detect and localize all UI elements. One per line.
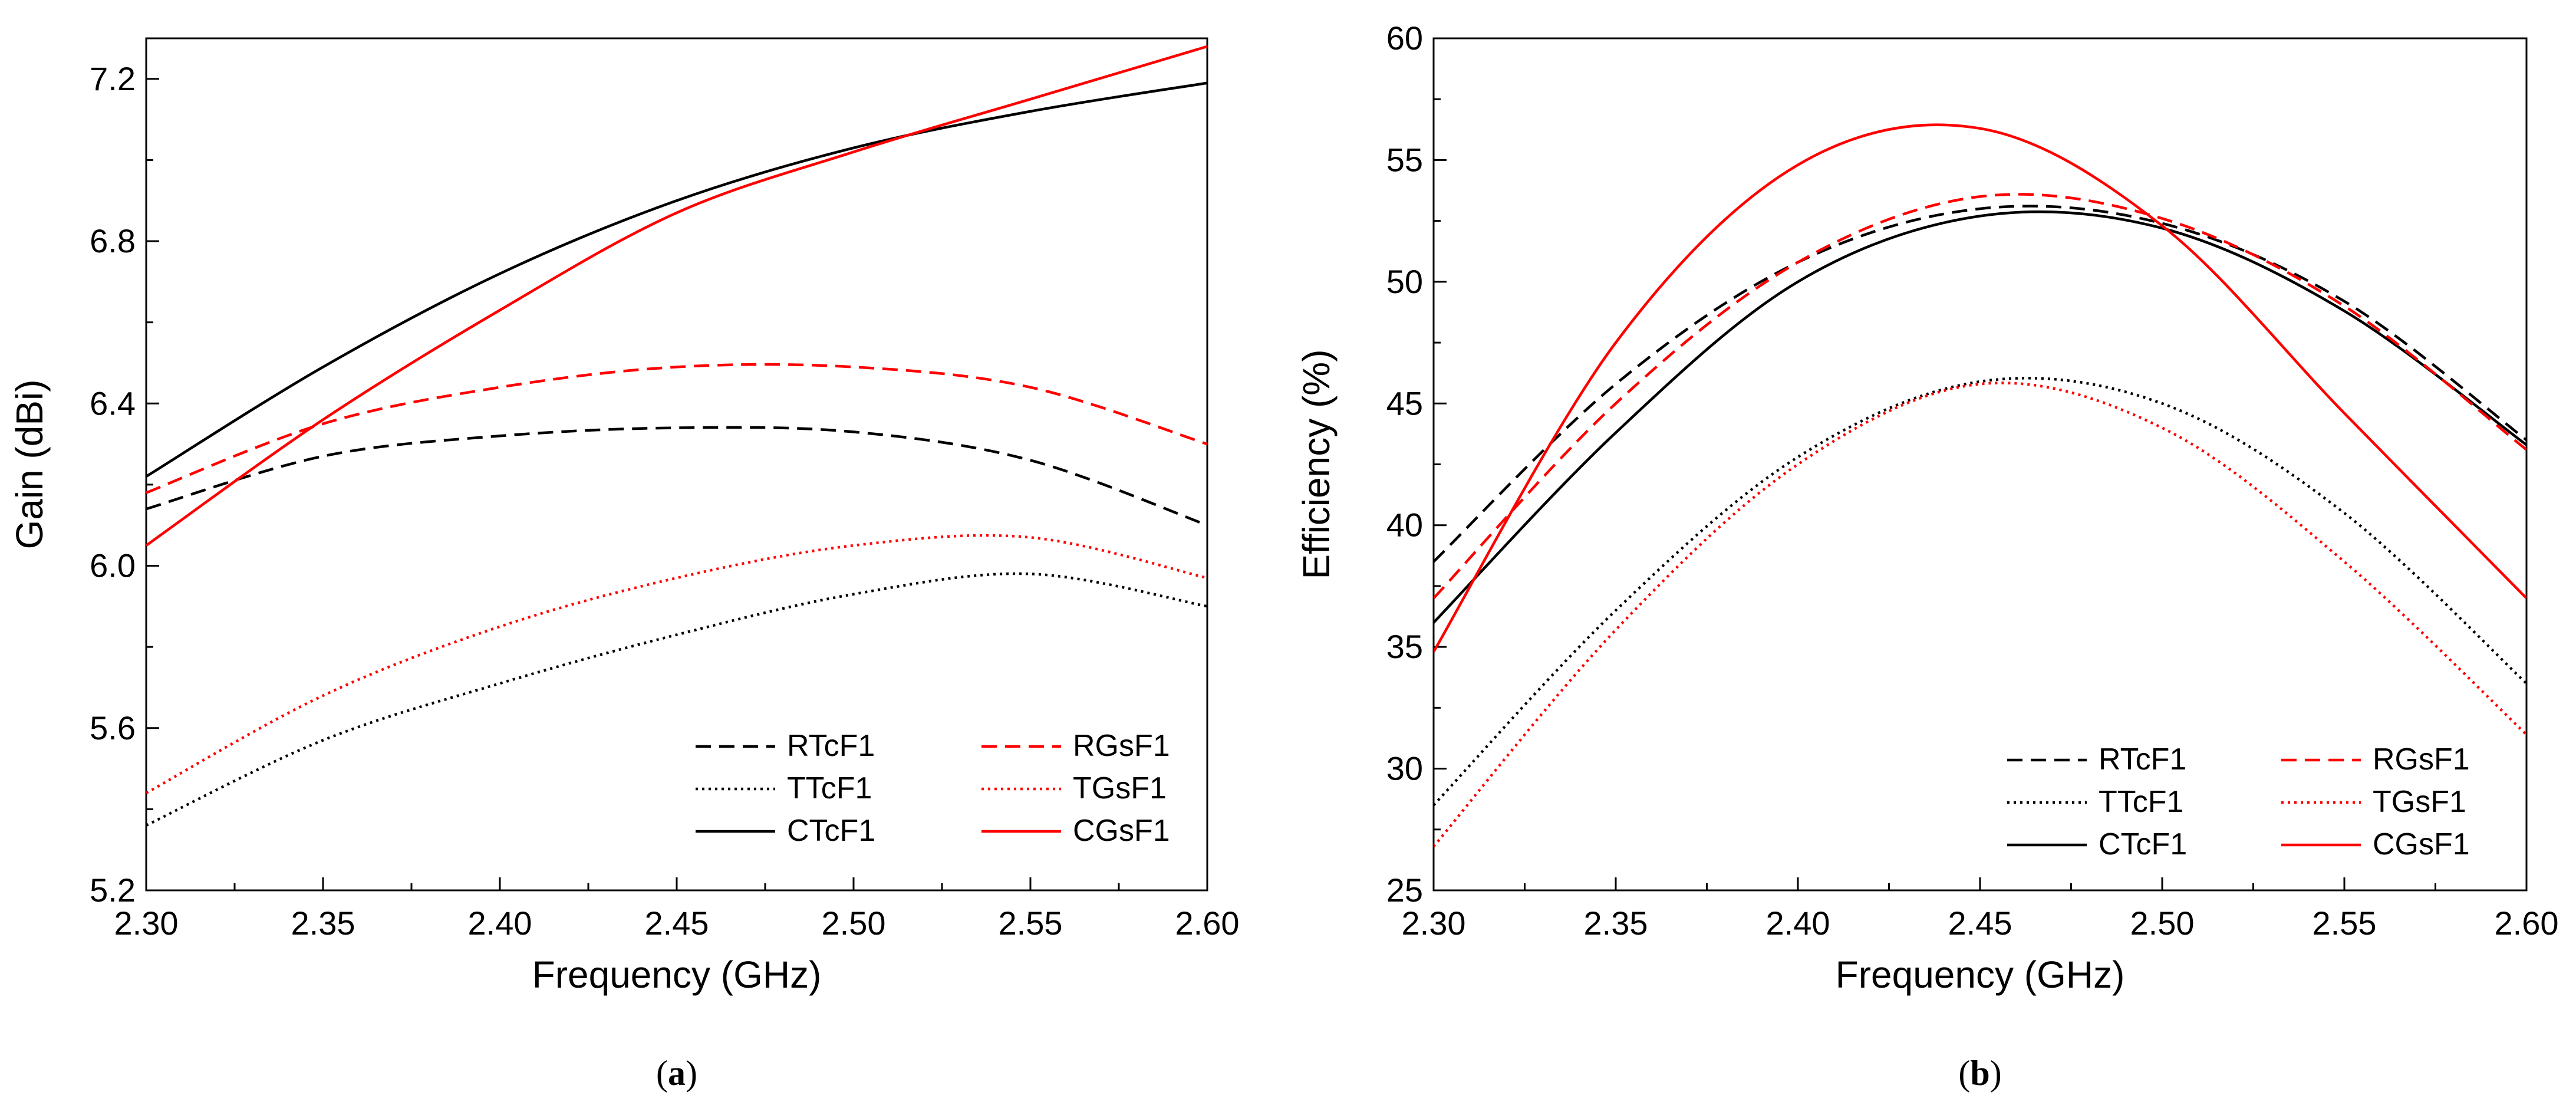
series-line-rgsf1	[146, 363, 1207, 494]
series-curves	[146, 45, 1207, 827]
x-tick-label: 2.45	[1948, 905, 2012, 942]
legend-label: RTcF1	[787, 729, 875, 763]
y-tick-label: 25	[1386, 871, 1423, 909]
series-line-tgsf1	[146, 534, 1207, 794]
x-tick-label: 2.55	[2313, 905, 2377, 942]
legend: RTcF1 TTcF1 CTcF1 RGsF1 TGsF1 CGsF1	[2007, 742, 2470, 861]
legend-label: RTcF1	[2099, 742, 2186, 777]
y-axis-title: Efficiency (%)	[1295, 349, 1338, 579]
y-tick-label: 5.6	[90, 709, 136, 746]
panel-caption: (a)	[656, 1054, 697, 1093]
x-tick-label: 2.40	[1766, 905, 1830, 942]
series-line-cgsf1	[146, 45, 1207, 547]
y-tick-label: 50	[1386, 263, 1423, 300]
legend-label: CGsF1	[1073, 814, 1170, 848]
legend-label: TTcF1	[2099, 785, 2183, 819]
x-tick-label: 2.35	[1584, 905, 1648, 942]
x-tick-label: 2.60	[1175, 905, 1240, 942]
y-tick-label: 45	[1386, 384, 1423, 422]
series-line-ttcf1	[146, 572, 1207, 827]
x-tick-label: 2.30	[1402, 905, 1466, 942]
series-line-ttcf1	[1434, 377, 2526, 807]
y-tick-label: 55	[1386, 141, 1423, 178]
legend-label: TTcF1	[787, 771, 872, 805]
panel-caption: (b)	[1958, 1054, 2001, 1093]
panel-a-gain-chart: 2.30 2.35 2.40 2.45 2.50 2.55 2.60 5.2 5.6 6.0 6.4…	[8, 37, 1240, 1093]
legend-label: TGsF1	[2373, 785, 2466, 819]
legend-label: CTcF1	[787, 814, 875, 848]
y-tick-label: 6.4	[90, 384, 136, 422]
legend-label: TGsF1	[1073, 771, 1167, 805]
x-tick-label: 2.35	[291, 905, 355, 942]
legend-label: CTcF1	[2099, 827, 2187, 861]
y-axis-title: Gain (dBi)	[8, 379, 51, 549]
series-curves	[1434, 123, 2526, 848]
series-line-ctcf1	[146, 81, 1207, 478]
x-tick-label: 2.55	[999, 905, 1063, 942]
x-tick-label: 2.40	[468, 905, 532, 942]
legend-label: RGsF1	[2373, 742, 2470, 777]
series-line-rtcf1	[1434, 205, 2526, 563]
x-tick-label: 2.30	[114, 905, 179, 942]
y-tick-label: 35	[1386, 628, 1423, 665]
y-tick-label: 7.2	[90, 60, 136, 97]
legend-label: CGsF1	[2373, 827, 2470, 861]
series-line-rtcf1	[146, 426, 1207, 527]
series-line-rgsf1	[1434, 193, 2526, 600]
legend-label: RGsF1	[1073, 729, 1170, 763]
x-tick-label: 2.50	[2130, 905, 2195, 942]
y-tick-label: 40	[1386, 506, 1423, 544]
x-tick-label: 2.50	[822, 905, 886, 942]
series-line-tgsf1	[1434, 381, 2526, 848]
panel-b-efficiency-chart: 2.30 2.35 2.40 2.45 2.50 2.55 2.60 25 30 35 40 45 50…	[1295, 19, 2559, 1093]
y-tick-label: 30	[1386, 750, 1423, 787]
x-tick-label: 2.60	[2495, 905, 2559, 942]
x-axis-title: Frequency (GHz)	[1836, 953, 2125, 996]
y-tick-label: 60	[1386, 19, 1423, 57]
x-tick-label: 2.45	[645, 905, 709, 942]
series-line-ctcf1	[1434, 210, 2526, 624]
y-tick-label: 5.2	[90, 871, 136, 909]
series-line-cgsf1	[1434, 123, 2526, 653]
x-axis-title: Frequency (GHz)	[532, 953, 822, 996]
y-tick-label: 6.0	[90, 547, 136, 584]
y-tick-label: 6.8	[90, 222, 136, 259]
legend: RTcF1 TTcF1 CTcF1 RGsF1 TGsF1 CGsF1	[696, 729, 1170, 848]
